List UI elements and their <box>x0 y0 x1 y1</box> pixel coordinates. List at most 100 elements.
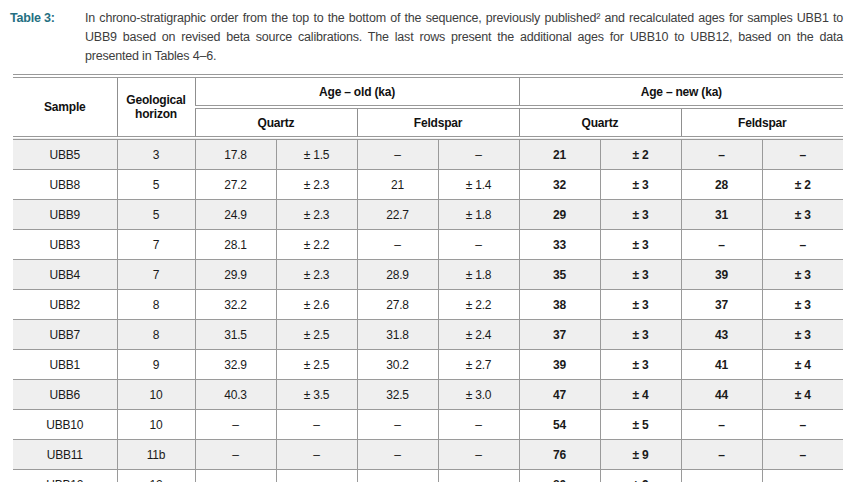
cell-fo: – <box>357 470 438 482</box>
cell-sample: UBB4 <box>13 260 117 290</box>
cell-sample: UBB11 <box>13 440 117 470</box>
table-body: UBB5317.8± 1.5––21± 2––UBB8527.2± 2.321±… <box>13 138 843 482</box>
cell-horizon: 7 <box>117 260 195 290</box>
cell-horizon: 12 <box>117 470 195 482</box>
cell-fne: – <box>762 470 843 482</box>
cell-fn: 28 <box>681 170 762 200</box>
cell-horizon: 8 <box>117 290 195 320</box>
ages-table: Sample Geological horizon Age – old (ka)… <box>13 74 843 482</box>
cell-foe: – <box>438 410 519 440</box>
cell-horizon: 3 <box>117 138 195 170</box>
cell-fn: 37 <box>681 290 762 320</box>
cell-fne: – <box>762 230 843 260</box>
cell-qn: 80 <box>519 470 600 482</box>
cell-foe: ± 2.7 <box>438 350 519 380</box>
cell-horizon: 7 <box>117 230 195 260</box>
cell-sample: UBB5 <box>13 138 117 170</box>
cell-fn: – <box>681 138 762 170</box>
cell-qoe: – <box>276 440 357 470</box>
cell-qo: 31.5 <box>195 320 276 350</box>
cell-fne: ± 3 <box>762 260 843 290</box>
cell-foe: ± 1.4 <box>438 170 519 200</box>
cell-fo: 28.9 <box>357 260 438 290</box>
col-header-age-new: Age – new (ka) <box>519 76 843 107</box>
cell-qo: 29.9 <box>195 260 276 290</box>
cell-qne: ± 3 <box>600 170 681 200</box>
cell-qoe: ± 2.3 <box>276 170 357 200</box>
cell-qo: – <box>195 410 276 440</box>
table-row: UBB3728.1± 2.2––33± 3–– <box>13 230 843 260</box>
cell-qoe: ± 2.2 <box>276 230 357 260</box>
cell-qo: 28.1 <box>195 230 276 260</box>
cell-qn: 29 <box>519 200 600 230</box>
cell-foe: ± 2.2 <box>438 290 519 320</box>
cell-qo: 17.8 <box>195 138 276 170</box>
cell-qoe: ± 2.5 <box>276 320 357 350</box>
table-caption: Table 3: In chrono-stratigraphic order f… <box>10 9 843 65</box>
cell-horizon: 9 <box>117 350 195 380</box>
cell-fo: 32.5 <box>357 380 438 410</box>
table-row: UBB8527.2± 2.321± 1.432± 328± 2 <box>13 170 843 200</box>
cell-foe: – <box>438 138 519 170</box>
cell-qo: 24.9 <box>195 200 276 230</box>
cell-foe: ± 3.0 <box>438 380 519 410</box>
table-header: Sample Geological horizon Age – old (ka)… <box>13 76 843 138</box>
cell-qn: 35 <box>519 260 600 290</box>
cell-qoe: – <box>276 410 357 440</box>
cell-qoe: ± 2.3 <box>276 200 357 230</box>
cell-qn: 39 <box>519 350 600 380</box>
cell-sample: UBB6 <box>13 380 117 410</box>
col-header-horizon: Geological horizon <box>117 76 195 138</box>
cell-fn: 31 <box>681 200 762 230</box>
cell-fne: – <box>762 410 843 440</box>
table-row: UBB1010––––54± 5–– <box>13 410 843 440</box>
cell-sample: UBB2 <box>13 290 117 320</box>
cell-fn: – <box>681 230 762 260</box>
cell-qo: 32.9 <box>195 350 276 380</box>
col-header-feldspar-old: Feldspar <box>357 107 519 138</box>
cell-foe: ± 1.8 <box>438 200 519 230</box>
cell-qne: ± 4 <box>600 380 681 410</box>
cell-qoe: ± 3.5 <box>276 380 357 410</box>
table-caption-label: Table 3: <box>10 9 85 28</box>
cell-qne: ± 3 <box>600 290 681 320</box>
table-row: UBB1212––––80± 9–– <box>13 470 843 482</box>
cell-qn: 32 <box>519 170 600 200</box>
cell-sample: UBB1 <box>13 350 117 380</box>
cell-fne: ± 3 <box>762 290 843 320</box>
cell-foe: – <box>438 440 519 470</box>
cell-foe: ± 1.8 <box>438 260 519 290</box>
cell-qne: ± 5 <box>600 410 681 440</box>
cell-qo: – <box>195 440 276 470</box>
cell-qoe: ± 2.5 <box>276 350 357 380</box>
cell-qne: ± 3 <box>600 320 681 350</box>
cell-fo: – <box>357 440 438 470</box>
cell-qo: 32.2 <box>195 290 276 320</box>
cell-sample: UBB10 <box>13 410 117 440</box>
table-row: UBB7831.5± 2.531.8± 2.437± 343± 3 <box>13 320 843 350</box>
cell-fne: ± 2 <box>762 170 843 200</box>
cell-qn: 54 <box>519 410 600 440</box>
cell-fo: – <box>357 138 438 170</box>
cell-qo: – <box>195 470 276 482</box>
cell-fn: – <box>681 410 762 440</box>
cell-qn: 33 <box>519 230 600 260</box>
cell-foe: – <box>438 470 519 482</box>
table-3-figure: Table 3: In chrono-stratigraphic order f… <box>0 0 850 482</box>
table-row: UBB9524.9± 2.322.7± 1.829± 331± 3 <box>13 200 843 230</box>
cell-qne: ± 9 <box>600 440 681 470</box>
col-header-quartz-new: Quartz <box>519 107 681 138</box>
header-row-groups: Sample Geological horizon Age – old (ka)… <box>13 76 843 107</box>
cell-fo: 22.7 <box>357 200 438 230</box>
cell-qo: 40.3 <box>195 380 276 410</box>
cell-qoe: ± 2.6 <box>276 290 357 320</box>
cell-horizon: 5 <box>117 170 195 200</box>
cell-qoe: ± 1.5 <box>276 138 357 170</box>
table-row: UBB2832.2± 2.627.8± 2.238± 337± 3 <box>13 290 843 320</box>
table-row: UBB1111b––––76± 9–– <box>13 440 843 470</box>
table-row: UBB1932.9± 2.530.2± 2.739± 341± 4 <box>13 350 843 380</box>
table-row: UBB5317.8± 1.5––21± 2–– <box>13 138 843 170</box>
cell-horizon: 8 <box>117 320 195 350</box>
cell-fne: ± 4 <box>762 380 843 410</box>
cell-sample: UBB12 <box>13 470 117 482</box>
